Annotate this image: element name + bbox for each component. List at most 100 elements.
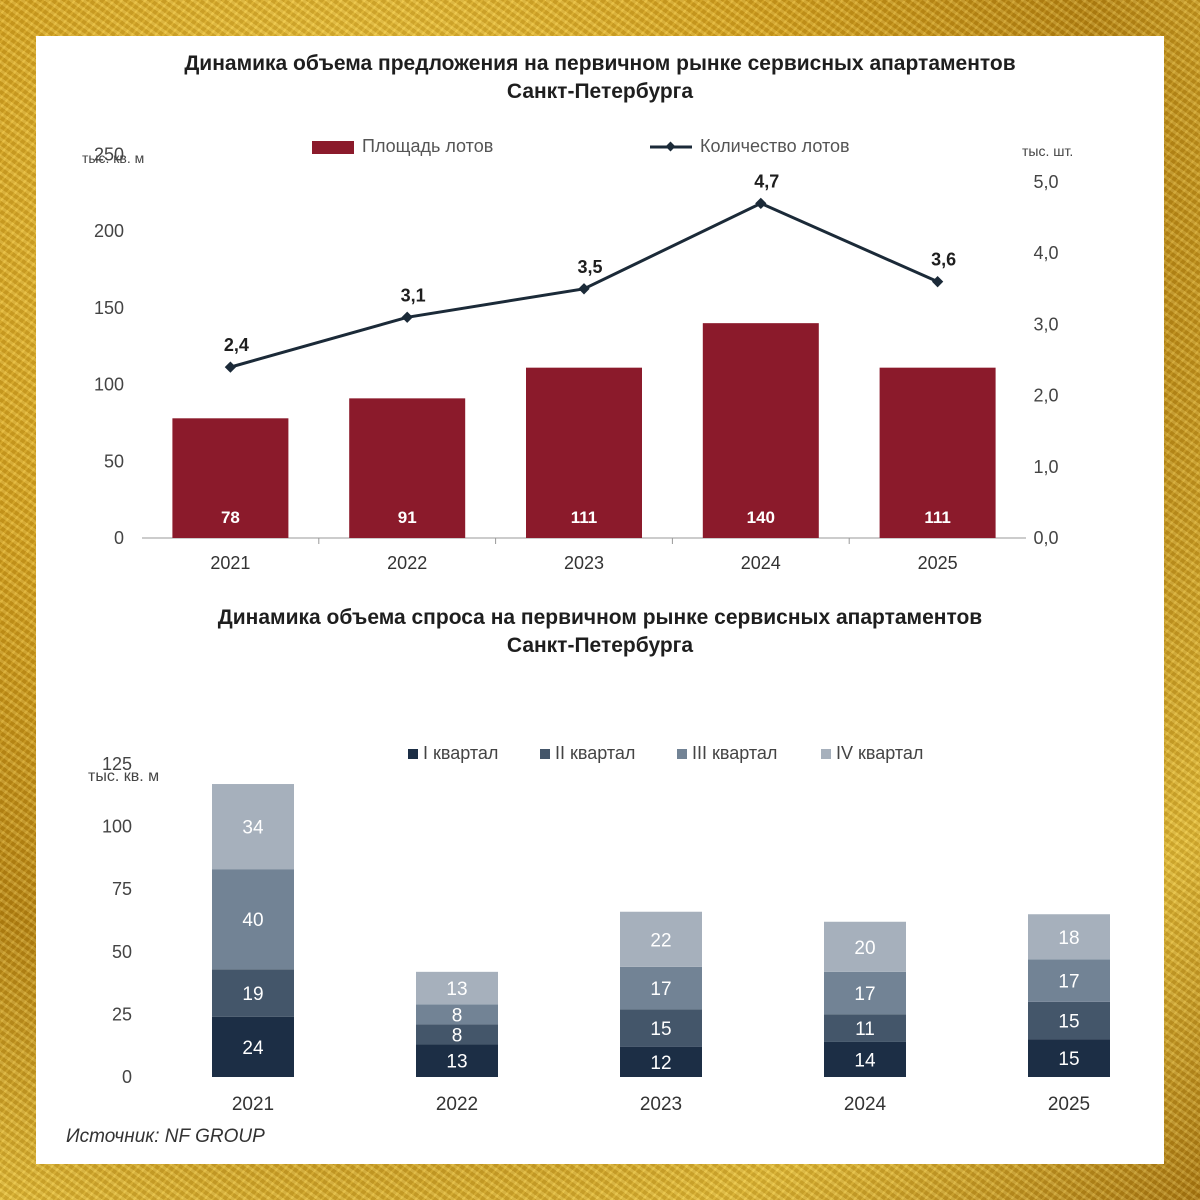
y-right-tick: 4,0	[1033, 243, 1058, 263]
bar-2025-q2	[1028, 1001, 1110, 1040]
bar-value-label: 12	[650, 1053, 671, 1074]
bar-2025-q4	[1028, 914, 1110, 960]
bar-value-label: 34	[242, 818, 264, 839]
bar-2021-q4	[212, 784, 294, 870]
x-tick-label: 2025	[918, 553, 958, 573]
lots-count-point-2023	[578, 283, 590, 295]
bar-value-label: 24	[242, 1038, 264, 1059]
bar-2021-q3	[212, 869, 294, 970]
legend-bar-label: Площадь лотов	[362, 136, 493, 156]
bar-value-label: 13	[446, 1052, 467, 1073]
legend-label-q1: I квартал	[423, 743, 498, 763]
supply-chart: Площадь лотов Количество лотов тыс. кв. м т…	[82, 136, 1073, 573]
bar-area-2024	[702, 323, 819, 538]
bar-2021-q2	[212, 969, 294, 1017]
bar-value-label: 13	[446, 979, 467, 1000]
lots-count-value-label: 3,6	[931, 250, 956, 270]
bar-value-label: 17	[854, 984, 875, 1005]
y-left-axis-label: тыс. кв. м	[82, 150, 144, 166]
legend-swatch-q4	[821, 749, 831, 759]
bar-2022-q3	[416, 1004, 498, 1025]
bar-value-label: 40	[242, 910, 263, 931]
x-tick-label: 2024	[844, 1094, 887, 1115]
lots-count-value-label: 2,4	[224, 335, 249, 355]
y-tick: 125	[102, 754, 132, 774]
x-tick-label: 2023	[640, 1094, 682, 1115]
y-right-axis-label: тыс. шт.	[1022, 143, 1073, 159]
source-note: Источник: NF GROUP	[66, 1126, 265, 1147]
bar-area-2021	[172, 418, 289, 538]
bar-value-label: 17	[650, 979, 671, 1000]
legend-swatch-q1	[408, 749, 418, 759]
supply-chart-title: Динамика объема предложения на первичном…	[184, 52, 1016, 103]
y-tick: 0	[122, 1067, 132, 1087]
x-tick-label: 2021	[232, 1094, 274, 1115]
x-tick-label: 2022	[436, 1094, 478, 1115]
legend-label-q4: IV квартал	[836, 743, 923, 763]
bar-value-label: 15	[1058, 1012, 1079, 1033]
y-left-tick: 150	[94, 298, 124, 318]
y-right-tick: 5,0	[1033, 172, 1058, 192]
legend-bar-swatch	[312, 141, 354, 154]
bar-2021-q1	[212, 1016, 294, 1077]
bar-value-label: 22	[650, 930, 671, 951]
bar-2024-q1	[824, 1041, 906, 1077]
bar-value-label: 8	[452, 1025, 463, 1046]
bar-2023-q2	[620, 1009, 702, 1047]
lots-count-point-2024	[755, 197, 767, 210]
bar-value-label: 18	[1058, 928, 1079, 949]
bar-value-label: 15	[1058, 1049, 1079, 1070]
y-right-tick: 0,0	[1033, 528, 1058, 548]
bar-2024-q3	[824, 971, 906, 1015]
legend-line-marker	[665, 141, 676, 152]
lots-count-value-label: 3,5	[577, 257, 602, 277]
y-tick: 25	[112, 1004, 132, 1024]
bar-2025-q1	[1028, 1039, 1110, 1077]
y-left-tick: 0	[114, 528, 124, 548]
x-tick-label: 2021	[210, 553, 250, 573]
y-left-tick: 250	[94, 144, 124, 164]
y-left-tick: 100	[94, 375, 124, 395]
bar-value-label: 20	[854, 938, 875, 959]
y-tick: 75	[112, 879, 132, 899]
y-tick: 50	[112, 942, 132, 962]
bar-2023-q3	[620, 966, 702, 1010]
bar-value-label: 11	[855, 1019, 875, 1040]
bar-value-label: 14	[854, 1050, 876, 1071]
legend-line-label: Количество лотов	[700, 136, 850, 156]
bar-2023-q4	[620, 911, 702, 967]
bar-area-value-label: 140	[747, 508, 775, 527]
bar-2024-q4	[824, 921, 906, 972]
bar-2022-q2	[416, 1024, 498, 1045]
bar-2022-q4	[416, 971, 498, 1005]
y-left-tick: 200	[94, 221, 124, 241]
bar-area-2025	[879, 367, 996, 538]
y-right-tick: 3,0	[1033, 314, 1058, 334]
bar-area-value-label: 111	[924, 508, 951, 527]
bar-area-2022	[349, 398, 466, 538]
bar-value-label: 17	[1058, 972, 1079, 993]
demand-chart: I квартал II квартал III квартал IV квартал…	[88, 743, 1110, 1115]
y-tick: 100	[102, 817, 132, 837]
demand-chart-title: Динамика объема спроса на первичном рынк…	[217, 606, 983, 657]
y-left-tick: 50	[104, 451, 124, 471]
x-tick-label: 2022	[387, 553, 427, 573]
chart-card: Динамика объема предложения на первичном…	[36, 36, 1164, 1164]
bar-value-label: 19	[242, 984, 263, 1005]
x-tick-label: 2024	[741, 553, 781, 573]
legend-label-q3: III квартал	[692, 743, 777, 763]
x-tick-label: 2025	[1048, 1094, 1090, 1115]
bar-2023-q1	[620, 1046, 702, 1077]
bar-2022-q1	[416, 1044, 498, 1077]
bar-2025-q3	[1028, 959, 1110, 1002]
legend-label-q2: II квартал	[555, 743, 635, 763]
lots-count-point-2021	[224, 361, 237, 373]
lots-count-point-2022	[401, 311, 413, 323]
y-axis-label: тыс. кв. м	[88, 768, 159, 785]
y-right-tick: 2,0	[1033, 386, 1058, 406]
bar-area-value-label: 91	[398, 508, 417, 527]
bar-value-label: 8	[452, 1005, 463, 1026]
lots-count-point-2025	[931, 276, 944, 288]
bar-area-2023	[526, 367, 642, 538]
bar-value-label: 15	[650, 1019, 671, 1040]
